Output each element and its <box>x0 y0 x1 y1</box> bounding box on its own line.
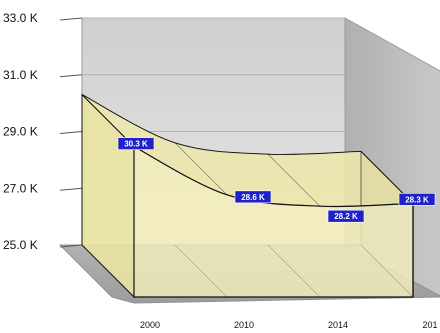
data-label-text: 30.3 K <box>124 140 148 149</box>
x-tick-label: 2010 <box>234 320 254 330</box>
floor-depth-line <box>360 244 414 298</box>
data-label-box <box>398 193 436 206</box>
floor-depth-line <box>81 244 135 298</box>
x-tick-label: 201 <box>422 320 437 330</box>
data-label-box <box>327 209 365 223</box>
x-tick-label: 2014 <box>328 320 348 330</box>
data-label: 28.3 K <box>398 193 436 206</box>
y-tick-mark <box>59 74 83 78</box>
y-tick-label: 31.0 K <box>3 68 38 82</box>
y-tick-label: 27.0 K <box>3 181 38 195</box>
y-tick-label: 29.0 K <box>3 125 38 139</box>
data-label-box <box>117 137 155 150</box>
y-tick-mark <box>59 187 83 191</box>
y-axis-ticks: 25.0 K 27.0 K 29.0 K 31.0 K 33.0 K <box>3 11 38 252</box>
data-label: 28.6 K <box>234 190 272 204</box>
floor-depth-line <box>267 244 321 298</box>
data-label-box <box>234 190 272 204</box>
y-tick-mark <box>59 17 83 21</box>
data-labels: 30.3 K 28.6 K 28.2 K 28.3 K <box>117 137 436 223</box>
y-tick-mark <box>59 244 83 248</box>
data-label: 30.3 K <box>117 137 155 150</box>
data-label-text: 28.3 K <box>405 195 429 204</box>
area-depth-line <box>267 153 321 207</box>
x-tick-label: 2000 <box>140 320 160 330</box>
area-depth-line <box>174 142 228 196</box>
y-tick-label: 33.0 K <box>3 11 38 25</box>
area-series <box>81 93 415 299</box>
x-axis-ticks: 2000 2010 2014 201 <box>140 320 438 330</box>
y-tick-mark <box>59 131 83 134</box>
y-tick-label: 25.0 K <box>3 238 38 252</box>
data-label: 28.2 K <box>327 209 365 223</box>
area-front-face <box>133 145 414 298</box>
data-label-text: 28.6 K <box>241 193 265 202</box>
data-label-text: 28.2 K <box>334 212 358 221</box>
floor-depth-line <box>174 244 228 298</box>
